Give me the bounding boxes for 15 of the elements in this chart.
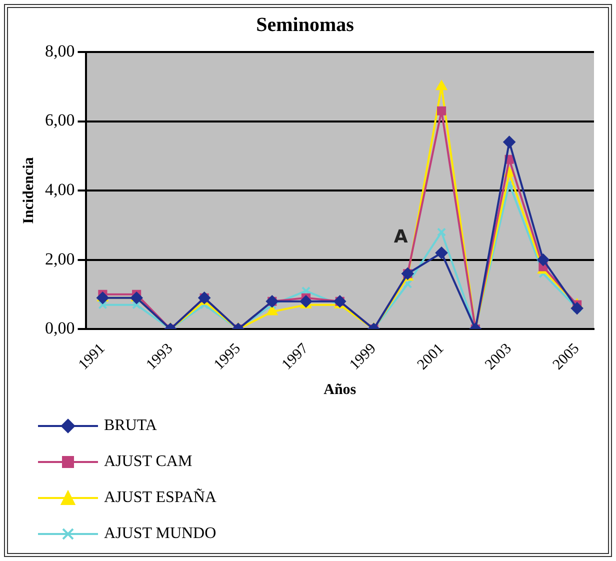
y-tick-label: 4,00 [45,180,75,199]
y-tick-label: 2,00 [45,249,75,268]
y-axis-title: Incidencia [20,156,37,224]
legend-label: AJUST ESPAÑA [104,489,216,507]
x-tick-label: 1999 [346,340,380,374]
chart-title: Seminomas [256,14,354,36]
x-tick-label: 1991 [76,340,108,374]
annotation: A [394,226,408,248]
y-tick-label: 6,00 [45,110,75,130]
y-tick-label: 8,00 [45,41,75,60]
legend-label: AJUST MUNDO [104,525,216,543]
y-tick-label: 0,00 [45,318,75,338]
x-axis-title: Años [324,382,356,398]
legend-label: BRUTA [104,417,157,435]
legend-label: AJUST CAM [104,453,192,471]
